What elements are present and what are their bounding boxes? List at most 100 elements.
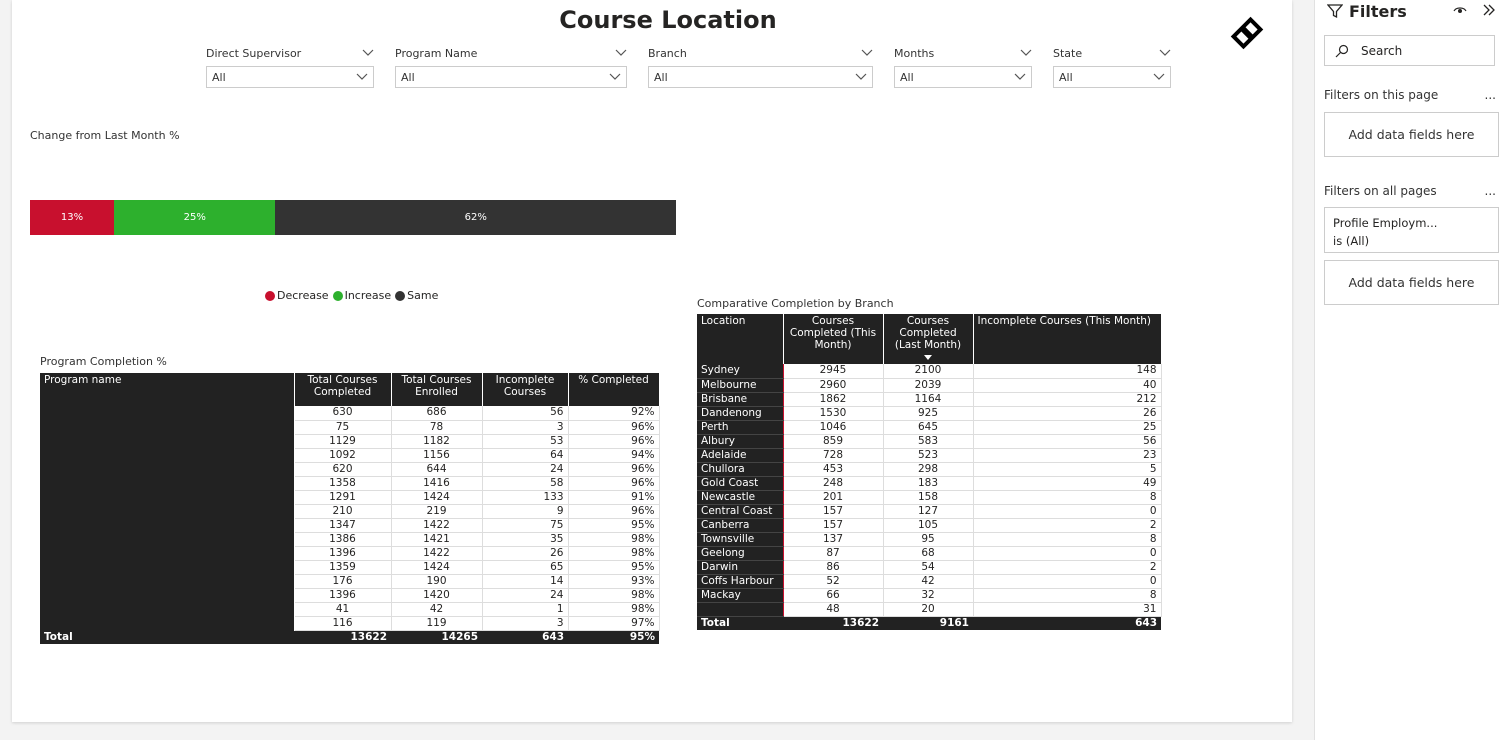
table-row[interactable]: 75 78 3 96% xyxy=(40,420,660,435)
more-icon[interactable]: ... xyxy=(1484,88,1496,102)
table-row[interactable]: 1358 1416 58 96% xyxy=(40,476,660,491)
slicer-dropdown[interactable]: All xyxy=(206,66,374,88)
slicer-label: Months xyxy=(894,44,1032,62)
table-row[interactable]: Albury 859 583 56 xyxy=(697,434,1162,449)
table-cell: 1422 xyxy=(391,518,483,533)
slicer-state[interactable]: State All xyxy=(1053,44,1171,88)
slicer-dropdown[interactable]: All xyxy=(1053,66,1171,88)
table-cell: 32 xyxy=(883,588,974,603)
slicer-months[interactable]: Months All xyxy=(894,44,1032,88)
legend-dot xyxy=(332,290,343,301)
table-cell: 1424 xyxy=(391,490,483,505)
table-cell: 133 xyxy=(482,490,569,505)
table-cell: 94% xyxy=(568,448,660,463)
legend-item-same[interactable]: Same xyxy=(395,289,438,302)
table-cell: 20 xyxy=(883,602,974,617)
table-row[interactable]: 630 686 56 92% xyxy=(40,406,660,421)
collapse-pane-icon[interactable] xyxy=(1481,2,1497,18)
table-row[interactable]: Mackay 66 32 8 xyxy=(697,588,1162,603)
table-cell: Adelaide xyxy=(697,448,784,463)
filters-title: Filters xyxy=(1349,1,1407,21)
table-row[interactable]: 48 20 31 xyxy=(697,602,1162,617)
more-icon[interactable]: ... xyxy=(1484,184,1496,198)
chevron-down-icon xyxy=(1014,73,1026,80)
table-row[interactable]: 1386 1421 35 98% xyxy=(40,532,660,547)
table-row[interactable]: Sydney 2945 2100 148 xyxy=(697,364,1162,379)
table-row[interactable]: Newcastle 201 158 8 xyxy=(697,490,1162,505)
table-row[interactable]: 210 219 9 96% xyxy=(40,504,660,519)
table-row[interactable]: 176 190 14 93% xyxy=(40,574,660,589)
table-cell: 8 xyxy=(973,588,1162,603)
table-cell: 31 xyxy=(973,602,1162,617)
table-row[interactable]: 1129 1182 53 96% xyxy=(40,434,660,449)
table-cell: 75 xyxy=(294,420,392,435)
table-row[interactable]: Melbourne 2960 2039 40 xyxy=(697,378,1162,393)
bar-segment-decrease[interactable]: 13% xyxy=(30,200,114,235)
table-row[interactable]: 1396 1422 26 98% xyxy=(40,546,660,561)
sort-down-icon xyxy=(924,355,932,360)
total-cell: 13622 xyxy=(783,616,883,630)
column-header[interactable]: Total Courses Enrolled xyxy=(391,373,483,406)
program-name-cell xyxy=(40,504,295,518)
table-cell: 1358 xyxy=(294,476,392,491)
table-row[interactable]: Adelaide 728 523 23 xyxy=(697,448,1162,463)
column-header[interactable]: Program name xyxy=(40,373,295,406)
table-cell: 9 xyxy=(482,504,569,519)
total-cell: 9161 xyxy=(883,616,973,630)
table-row[interactable]: Townsville 137 95 8 xyxy=(697,532,1162,547)
add-fields-all-dropzone[interactable]: Add data fields here xyxy=(1324,260,1499,305)
table-row[interactable]: 620 644 24 96% xyxy=(40,462,660,477)
table-row[interactable]: Perth 1046 645 25 xyxy=(697,420,1162,435)
slicer-dropdown[interactable]: All xyxy=(648,66,873,88)
column-header[interactable]: Incomplete Courses (This Month) xyxy=(973,314,1162,364)
add-fields-page-dropzone[interactable]: Add data fields here xyxy=(1324,112,1499,157)
filters-search-input[interactable]: Search xyxy=(1324,35,1495,66)
table-row[interactable]: 1092 1156 64 94% xyxy=(40,448,660,463)
column-header[interactable]: Incomplete Courses xyxy=(482,373,569,406)
slicer-branch[interactable]: Branch All xyxy=(648,44,873,88)
legend-item-decrease[interactable]: Decrease xyxy=(265,289,329,302)
bar-segment-same[interactable]: 62% xyxy=(275,200,676,235)
change-stacked-bar[interactable]: 13% 25% 62% xyxy=(30,200,676,235)
table-row[interactable]: Darwin 86 54 2 xyxy=(697,560,1162,575)
column-header[interactable]: % Completed xyxy=(568,373,660,406)
column-header[interactable]: Total Courses Completed xyxy=(294,373,392,406)
table-row[interactable]: 1396 1420 24 98% xyxy=(40,588,660,603)
eye-icon[interactable] xyxy=(1453,4,1467,16)
table-cell: 96% xyxy=(568,504,660,519)
table-row[interactable]: Coffs Harbour 52 42 0 xyxy=(697,574,1162,589)
table-row[interactable]: Brisbane 1862 1164 212 xyxy=(697,392,1162,407)
slicer-dropdown[interactable]: All xyxy=(894,66,1032,88)
column-header[interactable]: Courses Completed (Last Month) xyxy=(883,314,974,364)
table-row[interactable]: Geelong 87 68 0 xyxy=(697,546,1162,561)
table-row[interactable]: 1347 1422 75 95% xyxy=(40,518,660,533)
table-cell: Canberra xyxy=(697,518,784,533)
bar-segment-increase[interactable]: 25% xyxy=(113,200,276,235)
table-row[interactable]: Central Coast 157 127 0 xyxy=(697,504,1162,519)
page-title: Course Location xyxy=(559,6,777,34)
program-name-cell xyxy=(40,462,295,476)
comparative-table[interactable]: Location Courses Completed (This Month) Co… xyxy=(697,314,1162,630)
program-completion-table[interactable]: Program name Total Courses Completed Total… xyxy=(40,373,660,644)
table-row[interactable]: 1359 1424 65 95% xyxy=(40,560,660,575)
chevron-down-icon xyxy=(356,73,368,80)
table-row[interactable]: Dandenong 1530 925 26 xyxy=(697,406,1162,421)
table-row[interactable]: 116 119 3 97% xyxy=(40,616,660,631)
slicer-program-name[interactable]: Program Name All xyxy=(395,44,627,88)
table-cell: 96% xyxy=(568,434,660,449)
table-row[interactable]: 41 42 1 98% xyxy=(40,602,660,617)
table-cell: 1359 xyxy=(294,560,392,575)
legend-item-increase[interactable]: Increase xyxy=(332,289,391,302)
table-row[interactable]: Chullora 453 298 5 xyxy=(697,462,1162,477)
table-row[interactable]: Canberra 157 105 2 xyxy=(697,518,1162,533)
total-cell: 95% xyxy=(568,630,659,644)
table-row[interactable]: Gold Coast 248 183 49 xyxy=(697,476,1162,491)
program-name-cell xyxy=(40,560,295,574)
filters-pane: Filters Search Filters on this page... A… xyxy=(1314,0,1505,740)
slicer-dropdown[interactable]: All xyxy=(395,66,627,88)
filter-card-profile-employment[interactable]: Profile Employm... is (All) xyxy=(1324,207,1499,253)
slicer-direct-supervisor[interactable]: Direct Supervisor All xyxy=(206,44,374,88)
table-row[interactable]: 1291 1424 133 91% xyxy=(40,490,660,505)
column-header[interactable]: Courses Completed (This Month) xyxy=(783,314,884,364)
column-header[interactable]: Location xyxy=(697,314,784,364)
